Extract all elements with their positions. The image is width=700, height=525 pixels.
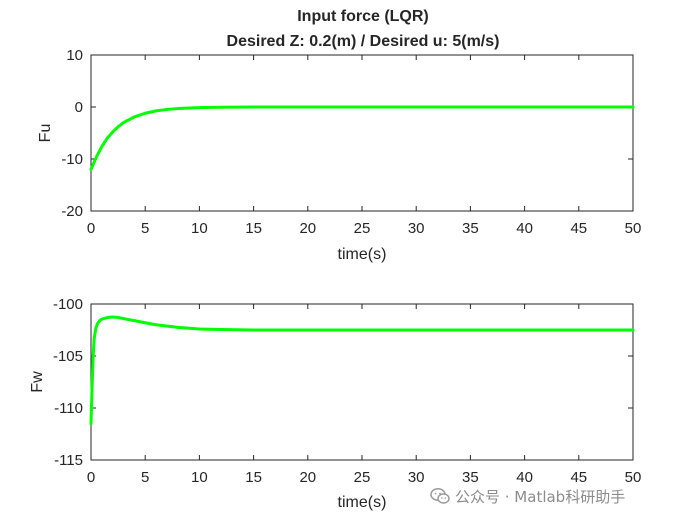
x-tick-label: 0 — [87, 469, 95, 486]
x-tick-label: 20 — [299, 220, 316, 237]
bottom-axes: 0 5 10 15 20 25 30 35 40 45 50 -115 -110 -105 -100 ti… — [29, 296, 641, 511]
x-tick-label: 40 — [516, 469, 533, 486]
top-x-axis-label: time(s) — [338, 246, 387, 263]
x-tick-label: 30 — [408, 469, 425, 486]
y-tick-label: 10 — [66, 47, 83, 64]
x-tick-label: 45 — [570, 220, 587, 237]
x-tick-label: 15 — [245, 220, 262, 237]
bottom-x-ticks: 0 5 10 15 20 25 30 35 40 45 50 — [87, 304, 642, 486]
chart-title: Input force (LQR) — [297, 8, 429, 25]
x-tick-label: 5 — [141, 220, 149, 237]
y-tick-label: -105 — [53, 348, 83, 365]
chart-subtitle: Desired Z: 0.2(m) / Desired u: 5(m/s) — [227, 33, 500, 50]
fu-series-line — [89, 105, 635, 171]
top-plot-area — [90, 54, 634, 212]
bottom-y-ticks: -115 -110 -105 -100 — [53, 296, 633, 469]
y-tick-label: -115 — [54, 452, 83, 469]
watermark: 公众号 · Matlab科研助手 — [430, 484, 625, 508]
bottom-x-axis-label: time(s) — [338, 494, 387, 511]
x-tick-label: 50 — [625, 469, 642, 486]
x-tick-label: 25 — [354, 469, 371, 486]
x-tick-label: 50 — [625, 220, 642, 237]
y-tick-label: -20 — [61, 203, 83, 220]
x-tick-label: 35 — [462, 469, 479, 486]
y-tick-label: -10 — [61, 151, 83, 168]
wechat-icon — [430, 487, 450, 504]
x-tick-label: 5 — [141, 469, 149, 486]
y-tick-label: -110 — [54, 400, 83, 417]
top-y-axis-label: Fu — [37, 124, 54, 143]
x-tick-label: 30 — [408, 220, 425, 237]
top-axes: 0 5 10 15 20 25 30 35 40 45 50 -20 -10 0 10 time(s) F… — [37, 47, 641, 263]
y-tick-label: -100 — [53, 296, 83, 313]
x-tick-label: 20 — [299, 469, 316, 486]
x-tick-label: 45 — [570, 469, 587, 486]
top-y-ticks: -20 -10 0 10 — [61, 47, 633, 220]
x-tick-label: 10 — [191, 469, 208, 486]
bottom-y-axis-label: Fw — [29, 371, 46, 393]
x-tick-label: 35 — [462, 220, 479, 237]
top-x-ticks: 0 5 10 15 20 25 30 35 40 45 50 — [87, 55, 642, 237]
watermark-text: 公众号 · Matlab科研助手 — [455, 487, 626, 506]
x-tick-label: 15 — [245, 469, 262, 486]
y-tick-label: 0 — [75, 99, 83, 116]
x-tick-label: 0 — [87, 220, 95, 237]
x-tick-label: 10 — [191, 220, 208, 237]
x-tick-label: 25 — [354, 220, 371, 237]
fw-series-line — [89, 315, 635, 426]
x-tick-label: 40 — [516, 220, 533, 237]
